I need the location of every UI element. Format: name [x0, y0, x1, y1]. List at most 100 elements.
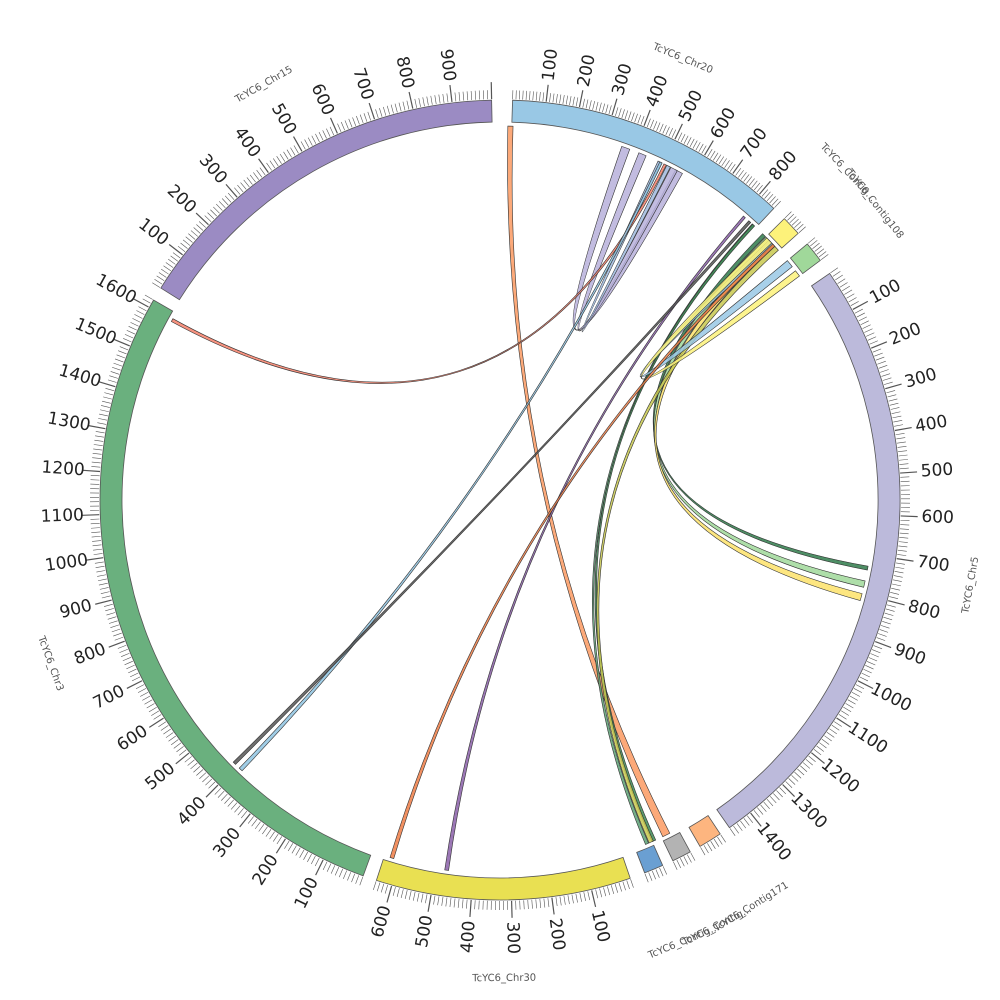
tick: [893, 420, 903, 423]
tick: [589, 100, 592, 110]
tick: [107, 616, 117, 620]
tick: [344, 120, 349, 129]
tick: [887, 394, 897, 398]
tick: [199, 772, 207, 779]
tick: [100, 405, 110, 408]
tick-label: 200: [574, 53, 600, 89]
tick: [885, 383, 902, 390]
tick: [542, 92, 545, 102]
tick: [117, 644, 127, 649]
tick-label: 800: [71, 639, 108, 669]
tick-label: 1000: [867, 679, 915, 716]
tick: [845, 703, 854, 709]
tick: [736, 823, 743, 831]
chromosome-label: TcYC6_Contig108: [843, 166, 905, 241]
tick: [773, 793, 780, 801]
tick: [634, 113, 638, 123]
tick: [873, 645, 883, 650]
tick: [330, 865, 336, 874]
tick: [148, 706, 157, 713]
tick: [740, 820, 747, 829]
tick: [729, 828, 736, 837]
tick: [830, 267, 839, 274]
tick: [91, 535, 101, 538]
tick: [130, 322, 139, 327]
tick: [559, 94, 562, 104]
tick: [820, 254, 829, 261]
tick-label: 600: [307, 81, 338, 119]
tick: [91, 461, 101, 464]
tick: [92, 544, 102, 547]
tick-label: 300: [195, 150, 231, 188]
tick: [136, 310, 145, 315]
tick: [856, 312, 865, 318]
tick: [214, 787, 222, 795]
ideogram-contig_c: [636, 844, 664, 874]
tick: [221, 793, 228, 801]
tick: [735, 168, 742, 176]
tick: [227, 799, 234, 807]
tick: [205, 778, 213, 786]
tick-label: 900: [891, 640, 928, 670]
tick: [545, 84, 549, 102]
tick: [474, 90, 477, 100]
tick: [132, 318, 141, 323]
tick-label: 600: [113, 721, 151, 755]
ideogram-chr15: [160, 99, 493, 301]
tick: [897, 549, 907, 552]
tick: [637, 114, 642, 124]
tick: [379, 108, 383, 117]
tick: [876, 637, 886, 641]
tick: [185, 236, 193, 243]
tick: [692, 140, 698, 149]
tick: [93, 444, 103, 447]
tick: [897, 445, 907, 448]
tick: [748, 178, 755, 186]
tick: [367, 111, 372, 121]
tick-label: 200: [545, 917, 569, 952]
tick: [458, 92, 461, 102]
tick: [128, 326, 137, 331]
tick: [727, 162, 733, 170]
tick-label: 600: [707, 104, 741, 142]
link-ribbon: [170, 163, 667, 384]
tick: [860, 320, 869, 326]
tick: [113, 338, 131, 347]
tick: [93, 553, 103, 555]
tick: [787, 213, 795, 221]
tick: [182, 239, 191, 246]
tick: [862, 324, 871, 329]
tick: [207, 212, 215, 220]
tick: [437, 896, 440, 906]
ideogram-chr20: [511, 99, 775, 226]
tick: [867, 336, 877, 341]
tick: [621, 109, 625, 119]
tick: [894, 424, 904, 427]
tick: [774, 200, 781, 208]
tick: [126, 680, 143, 689]
tick: [689, 138, 695, 147]
tick: [184, 756, 192, 763]
tick: [386, 885, 393, 903]
tick: [622, 881, 626, 891]
tick: [870, 653, 879, 658]
tick: [386, 105, 390, 115]
tick: [196, 224, 204, 231]
tick: [131, 676, 141, 682]
tick: [137, 688, 147, 693]
tick: [562, 95, 565, 105]
tick: [618, 882, 622, 892]
tick: [618, 108, 622, 118]
ribbon-layer: [170, 125, 869, 871]
tick: [810, 240, 818, 247]
tick: [710, 150, 716, 159]
tick: [230, 802, 238, 810]
tick: [118, 350, 127, 355]
tick-label: 200: [249, 851, 283, 889]
tick: [224, 195, 232, 203]
tick: [124, 660, 133, 666]
tick: [93, 548, 103, 551]
tick: [198, 221, 206, 228]
tick: [630, 879, 634, 888]
tick: [168, 244, 184, 256]
